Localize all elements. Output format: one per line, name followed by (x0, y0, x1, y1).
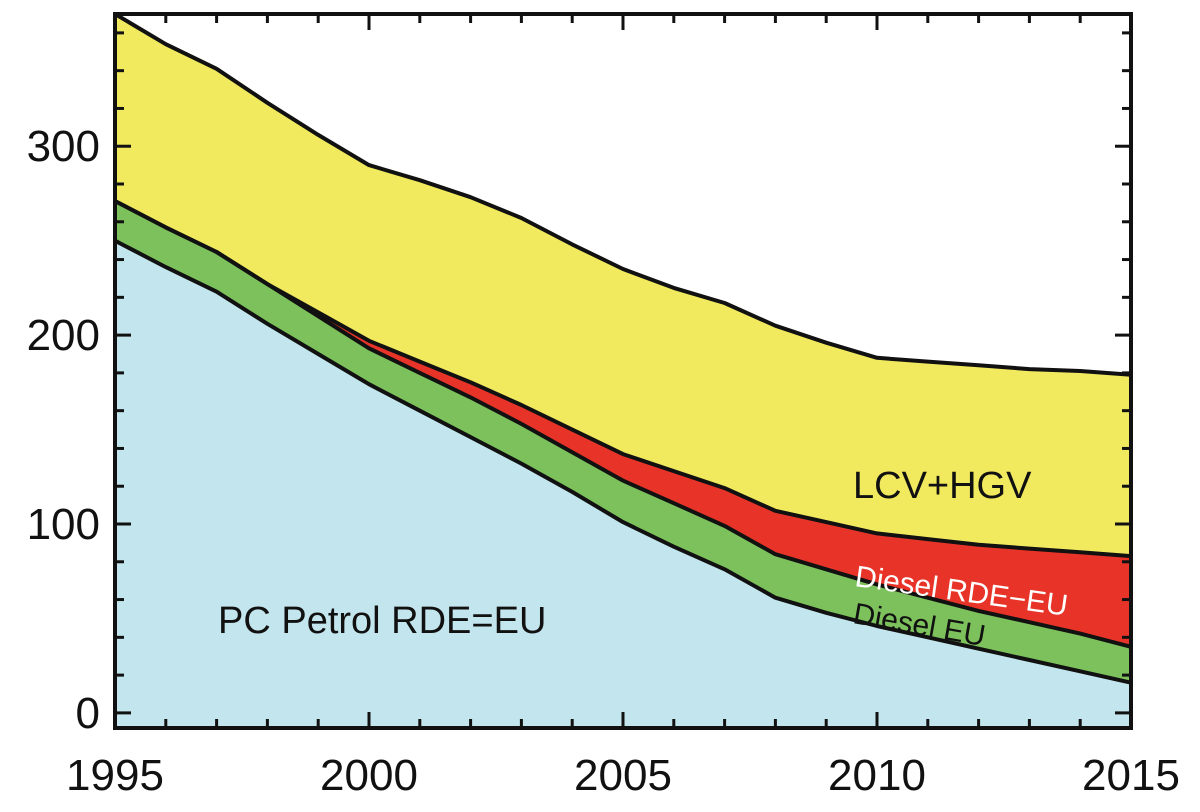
x-tick-labels: 1995 2000 2005 2010 2015 (66, 751, 1180, 800)
plot-frame (113, 12, 1133, 730)
area-diesel-eu (115, 201, 1131, 683)
y-tick-labels: 0 100 200 300 (27, 122, 100, 738)
y-tick-label-0: 0 (76, 689, 100, 738)
line-pc-petrol-rde-eu (114, 238, 1132, 685)
area-pc-petrol-rde-eu (115, 240, 1131, 728)
x-tick-label-1995: 1995 (66, 751, 164, 800)
line-diesel-rde-eu (114, 199, 1132, 559)
y-tick-label-300: 300 (27, 122, 100, 171)
annotation-lcv-hgv: LCV+HGV (853, 465, 1032, 507)
line-lcv-hgv (113, 12, 1132, 377)
boundary-lines (113, 12, 1132, 685)
x-tick-label-2000: 2000 (320, 751, 418, 800)
x-tick-label-2010: 2010 (828, 751, 926, 800)
x-tick-label-2005: 2005 (574, 751, 672, 800)
y-tick-label-200: 200 (27, 311, 100, 360)
area-lcv-hgv (115, 14, 1131, 557)
x-tick-label-2015: 2015 (1082, 751, 1180, 800)
y-tick-label-100: 100 (27, 500, 100, 549)
annotation-pc-petrol: PC Petrol RDE=EU (218, 600, 546, 642)
